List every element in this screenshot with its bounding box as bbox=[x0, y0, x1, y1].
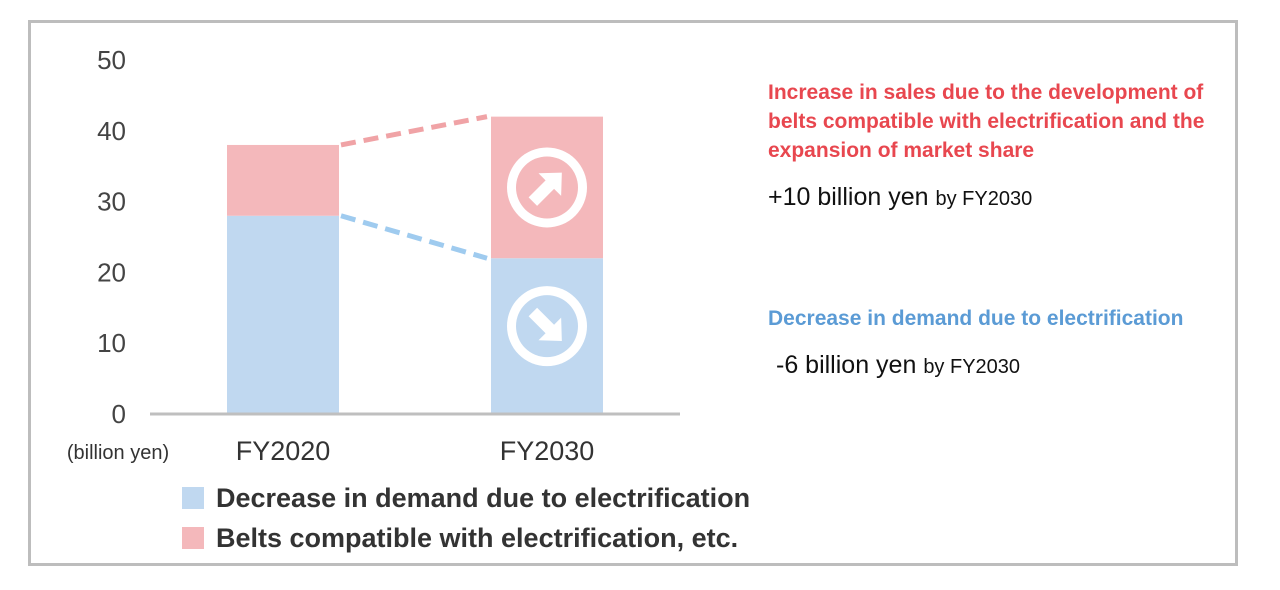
connector-total bbox=[340, 114, 488, 148]
bar-segment bbox=[227, 215, 339, 414]
arrow-up-right-icon bbox=[528, 172, 562, 206]
x-tick-label: FY2020 bbox=[236, 436, 331, 466]
increase-annotation-suffix: by FY2030 bbox=[935, 188, 1033, 210]
arrow-down-right-icon-shape bbox=[528, 307, 562, 341]
decrease-annotation-title: Decrease in demand due to electrificatio… bbox=[768, 307, 1184, 330]
legend-item-decrease: Decrease in demand due to electrificatio… bbox=[182, 478, 750, 518]
bar-segment bbox=[227, 144, 339, 216]
decrease-annotation-suffix: by FY2030 bbox=[923, 356, 1021, 378]
legend-swatch-belts bbox=[182, 527, 204, 549]
connector-decrease bbox=[340, 213, 488, 261]
legend-swatch-decrease bbox=[182, 487, 204, 509]
legend: Decrease in demand due to electrificatio… bbox=[182, 478, 750, 558]
y-tick-label: 20 bbox=[97, 257, 126, 287]
arrow-up-right-icon-shape bbox=[528, 172, 562, 206]
y-tick-label: 40 bbox=[97, 116, 126, 146]
increase-annotation-title: Increase in sales due to the development… bbox=[768, 81, 1205, 162]
x-tick-label: FY2030 bbox=[500, 436, 595, 466]
y-tick-label: 0 bbox=[112, 399, 126, 429]
arrow-down-right-icon bbox=[528, 307, 562, 341]
increase-annotation-value: +10 billion yen bbox=[768, 183, 929, 211]
y-unit-label: (billion yen) bbox=[67, 442, 169, 464]
y-tick-label: 30 bbox=[97, 187, 126, 217]
legend-item-belts: Belts compatible with electrification, e… bbox=[182, 518, 750, 558]
decrease-annotation-value: -6 billion yen bbox=[776, 351, 917, 379]
legend-label-decrease: Decrease in demand due to electrificatio… bbox=[216, 482, 751, 513]
y-tick-label: 50 bbox=[97, 45, 126, 75]
decrease-annotation: Decrease in demand due to electrificatio… bbox=[768, 304, 1228, 380]
y-tick-label: 10 bbox=[97, 328, 126, 358]
decrease-annotation-value-line: -6 billion yen by FY2030 bbox=[776, 351, 1228, 380]
legend-label-belts: Belts compatible with electrification, e… bbox=[216, 522, 739, 553]
increase-annotation: Increase in sales due to the development… bbox=[768, 78, 1228, 212]
increase-annotation-value-line: +10 billion yen by FY2030 bbox=[768, 183, 1228, 212]
